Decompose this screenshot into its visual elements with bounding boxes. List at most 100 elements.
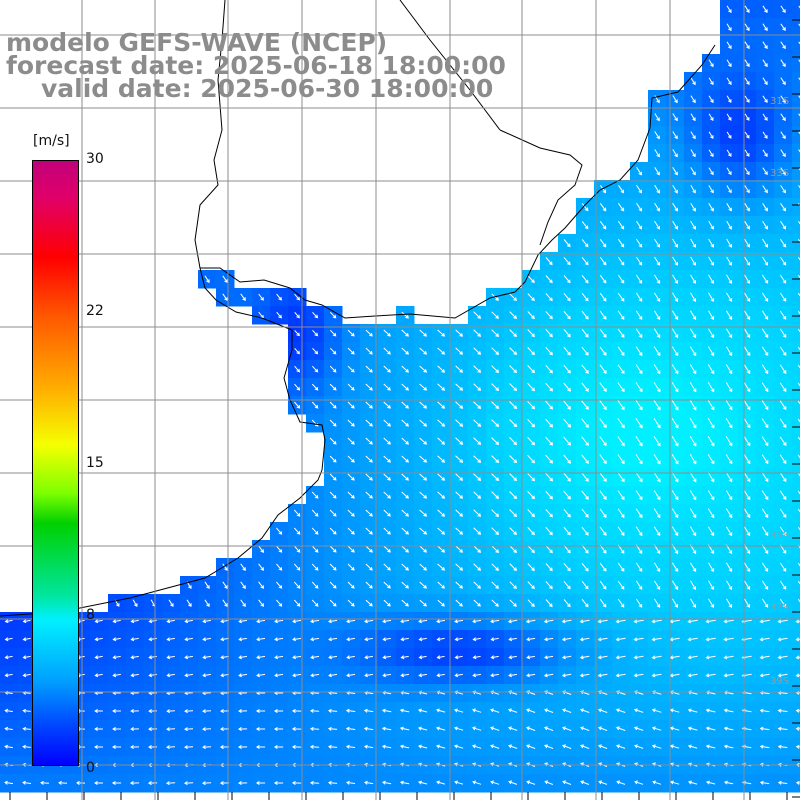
wind-arrow: [401, 401, 409, 409]
wind-arrow: [726, 149, 732, 157]
wind-arrow: [797, 508, 800, 513]
wind-arrow: [689, 508, 697, 519]
wind-arrow: [651, 637, 662, 642]
wind-arrow: [798, 131, 800, 135]
wind-arrow: [561, 637, 572, 642]
wind-arrow: [726, 238, 732, 248]
wind-arrow: [671, 508, 679, 519]
wind-arrow: [797, 346, 800, 351]
coastline: [0, 44, 716, 617]
wind-arrow: [671, 490, 679, 501]
wind-arrow: [797, 454, 800, 459]
wind-arrow: [797, 310, 800, 315]
wind-arrow: [725, 418, 733, 429]
wind-arrow: [635, 310, 643, 320]
wind-arrow: [635, 472, 643, 483]
wind-arrow: [130, 726, 139, 732]
wind-arrow: [491, 599, 499, 607]
wind-arrow: [563, 599, 571, 608]
wind-arrow: [311, 563, 319, 571]
wind-arrow: [723, 744, 734, 749]
wind-arrow: [491, 383, 500, 392]
wind-arrow: [761, 454, 769, 465]
wind-cell: [792, 648, 800, 667]
wind-arrow: [274, 673, 284, 678]
wind-arrow: [797, 364, 800, 369]
wind-arrow: [365, 527, 373, 535]
wind-arrow: [490, 637, 499, 642]
wind-arrow: [509, 293, 517, 301]
wind-arrow: [762, 59, 768, 68]
wind-arrow: [581, 203, 589, 212]
wind-arrow: [455, 509, 464, 517]
wind-arrow: [795, 619, 800, 624]
wind-arrow: [545, 293, 553, 302]
wind-arrow: [166, 745, 176, 750]
wind-arrow: [725, 508, 733, 519]
wind-arrow: [310, 655, 320, 660]
wind-arrow: [419, 599, 427, 607]
wind-arrow: [633, 637, 644, 642]
wind-arrow: [725, 310, 733, 320]
wind-arrow: [563, 275, 571, 284]
wind-arrow: [743, 400, 751, 411]
wind-arrow: [509, 563, 517, 572]
wind-arrow: [654, 95, 660, 104]
wind-arrow: [347, 527, 355, 535]
wind-arrow: [202, 637, 211, 642]
wind-arrow: [94, 744, 103, 750]
wind-arrow: [705, 673, 716, 678]
wind-arrow: [455, 563, 464, 571]
wind-arrow: [543, 637, 554, 642]
wind-arrow: [672, 256, 678, 266]
wind-arrow: [347, 437, 355, 445]
wind-arrow: [436, 619, 446, 624]
wind-arrow: [743, 418, 751, 429]
wind-arrow: [58, 780, 68, 785]
wind-arrow: [400, 637, 409, 642]
wind-arrow: [743, 472, 751, 483]
wind-arrow: [689, 400, 697, 411]
wind-arrow: [545, 490, 553, 500]
wind-arrow: [707, 364, 715, 375]
wind-arrow: [690, 202, 696, 212]
wind-arrow: [454, 619, 464, 624]
wind-arrow: [634, 744, 644, 749]
wind-arrow: [527, 581, 535, 590]
wind-arrow: [509, 365, 518, 374]
wind-arrow: [635, 346, 643, 357]
wind-arrow: [725, 382, 733, 393]
wind-arrow: [311, 581, 319, 589]
wind-arrow: [798, 95, 800, 99]
wind-arrow: [204, 599, 210, 607]
wind-arrow: [490, 744, 500, 749]
wind-arrow: [419, 545, 427, 553]
wind-arrow: [761, 580, 769, 590]
wind-arrow: [597, 655, 608, 660]
wind-cell: [792, 414, 800, 433]
wind-arrow: [743, 580, 751, 590]
wind-arrow: [779, 598, 787, 608]
wind-arrow: [274, 655, 284, 660]
wind-arrow: [383, 491, 391, 499]
wind-arrow: [509, 545, 517, 554]
wind-arrow: [581, 526, 589, 536]
wind-arrow: [94, 655, 103, 660]
wind-arrow: [365, 329, 373, 337]
wind-arrow: [240, 563, 246, 571]
wind-arrow: [527, 275, 535, 284]
wind-arrow: [545, 364, 553, 374]
valid-date: valid date: 2025-06-30 18:00:00: [41, 74, 494, 103]
wind-arrow: [472, 780, 482, 785]
wind-arrow: [383, 599, 391, 607]
wind-arrow: [455, 437, 464, 445]
wind-arrow: [525, 619, 536, 624]
wind-arrow: [527, 293, 535, 302]
wind-arrow: [472, 744, 482, 749]
wind-arrow: [599, 274, 607, 284]
wind-arrow: [726, 256, 732, 266]
wind-arrow: [562, 744, 572, 749]
wind-arrow: [762, 95, 768, 103]
wind-arrow: [687, 708, 698, 713]
wind-arrow: [635, 292, 643, 302]
